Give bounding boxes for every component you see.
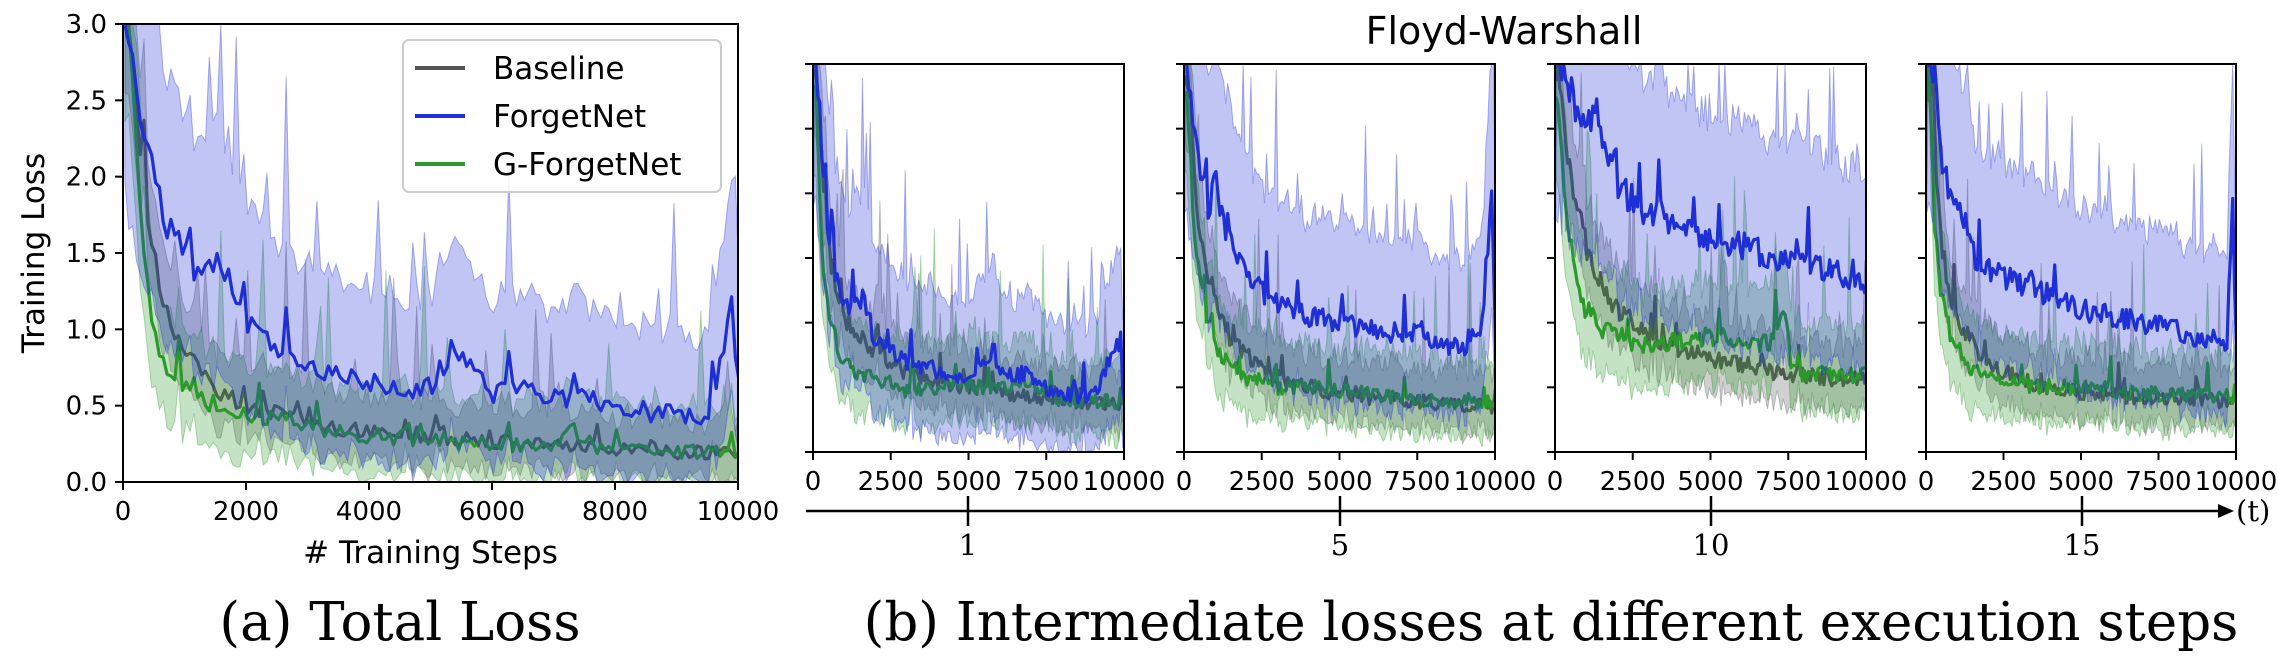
band-g-forgetnet (813, 64, 1124, 450)
chart-step1: 0 2500 5000 7500 10000 (805, 63, 1166, 497)
plot-area (1555, 64, 1866, 425)
x-tick-label: 2500 (858, 467, 924, 497)
line-forgetnet (1555, 64, 1866, 295)
x-tick-label: 0 (1547, 467, 1564, 497)
x-tick-label: 2000 (213, 497, 279, 527)
y-tick-label: 2.0 (66, 163, 107, 193)
line-g-forgetnet (1184, 90, 1495, 411)
x-tick-label: 5000 (2048, 467, 2114, 497)
y-tick-label: 1.5 (66, 239, 107, 269)
y-tick-label: 1.0 (66, 315, 107, 345)
x-tick-label: 2500 (1970, 467, 2036, 497)
band-baseline (1184, 64, 1495, 446)
y-tick-label: 2.5 (66, 86, 107, 116)
band-forgetnet (813, 64, 1124, 452)
timeline-tick-label: 5 (1331, 528, 1349, 562)
x-tick-label: 10000 (697, 497, 780, 527)
legend-label-g-forgetnet: G-ForgetNet (493, 147, 681, 183)
x-tick-label: 7500 (1384, 467, 1450, 497)
chart-step10: 0 2500 5000 7500 10000 (1547, 63, 1908, 497)
timeline-label: (t) (2236, 494, 2270, 528)
timeline-tick-label: 10 (1693, 528, 1730, 562)
x-tick-label: 10000 (2195, 467, 2278, 497)
band-baseline (124, 24, 738, 482)
legend-label-forgetnet: ForgetNet (493, 99, 646, 135)
y-axis-label: Training Loss (16, 153, 52, 354)
band-g-forgetnet (1926, 64, 2236, 442)
chart-total: 0 2000 4000 6000 8000 10000 0.0 0.5 1.0 1.5 2.0 2.5… (16, 10, 779, 571)
x-tick-label: 2500 (1229, 467, 1295, 497)
line-baseline (123, 24, 738, 461)
x-tick-label: 10000 (1825, 467, 1908, 497)
plot-area (813, 64, 1124, 452)
x-tick-label: 5000 (1677, 467, 1743, 497)
line-g-forgetnet (1555, 96, 1866, 384)
line-forgetnet (1926, 64, 2236, 352)
plot-area (1184, 64, 1495, 447)
y-tick-label: 0.5 (66, 392, 107, 422)
timeline-tick-label: 1 (959, 528, 977, 562)
group-title: Floyd-Warshall (1366, 9, 1643, 53)
line-forgetnet (1184, 64, 1495, 357)
band-g-forgetnet (124, 24, 738, 482)
x-tick-label: 7500 (1013, 467, 1079, 497)
legend-label-baseline: Baseline (493, 51, 624, 87)
line-forgetnet (123, 24, 738, 426)
x-tick-label: 10000 (1083, 467, 1166, 497)
y-tick-label: 0.0 (66, 468, 107, 498)
x-tick-label: 8000 (582, 497, 648, 527)
caption-b: (b) Intermediate losses at different exe… (864, 592, 2239, 653)
band-g-forgetnet (1184, 64, 1495, 447)
legend-box (402, 39, 722, 193)
x-tick-label: 10000 (1454, 467, 1537, 497)
x-tick-label: 0 (1176, 467, 1193, 497)
line-g-forgetnet (124, 24, 738, 460)
x-tick-label: 7500 (1755, 467, 1821, 497)
band-forgetnet (1926, 64, 2236, 428)
x-tick-label: 0 (805, 467, 822, 497)
line-forgetnet (813, 64, 1124, 405)
chart-step5: 0 2500 5000 7500 10000 (1176, 63, 1537, 497)
x-tick-label: 4000 (336, 497, 402, 527)
band-forgetnet (124, 24, 738, 482)
x-tick-label: 5000 (935, 467, 1001, 497)
legend: Baseline ForgetNet G-ForgetNet (402, 39, 722, 193)
caption-a: (a) Total Loss (219, 592, 580, 653)
plot-area (123, 24, 738, 482)
chart-step15: 0 2500 5000 7500 10000 (1918, 63, 2278, 497)
timeline-tick-label: 15 (2064, 528, 2101, 562)
y-tick-label: 3.0 (66, 10, 107, 40)
plot-area (1926, 64, 2236, 442)
x-tick-label: 7500 (2125, 467, 2191, 497)
timeline: (t) 1 5 10 15 (806, 494, 2270, 562)
band-baseline (1926, 64, 2236, 437)
x-tick-label: 0 (115, 497, 132, 527)
line-baseline (1926, 64, 2236, 409)
x-axis-label: # Training Steps (303, 535, 558, 571)
x-tick-label: 5000 (1306, 467, 1372, 497)
x-tick-label: 0 (1918, 467, 1935, 497)
x-tick-label: 2500 (1600, 467, 1666, 497)
band-forgetnet (1555, 64, 1866, 385)
band-forgetnet (1184, 64, 1495, 431)
line-g-forgetnet (1926, 64, 2236, 405)
timeline-arrowhead (2218, 504, 2234, 518)
x-tick-label: 6000 (459, 497, 525, 527)
